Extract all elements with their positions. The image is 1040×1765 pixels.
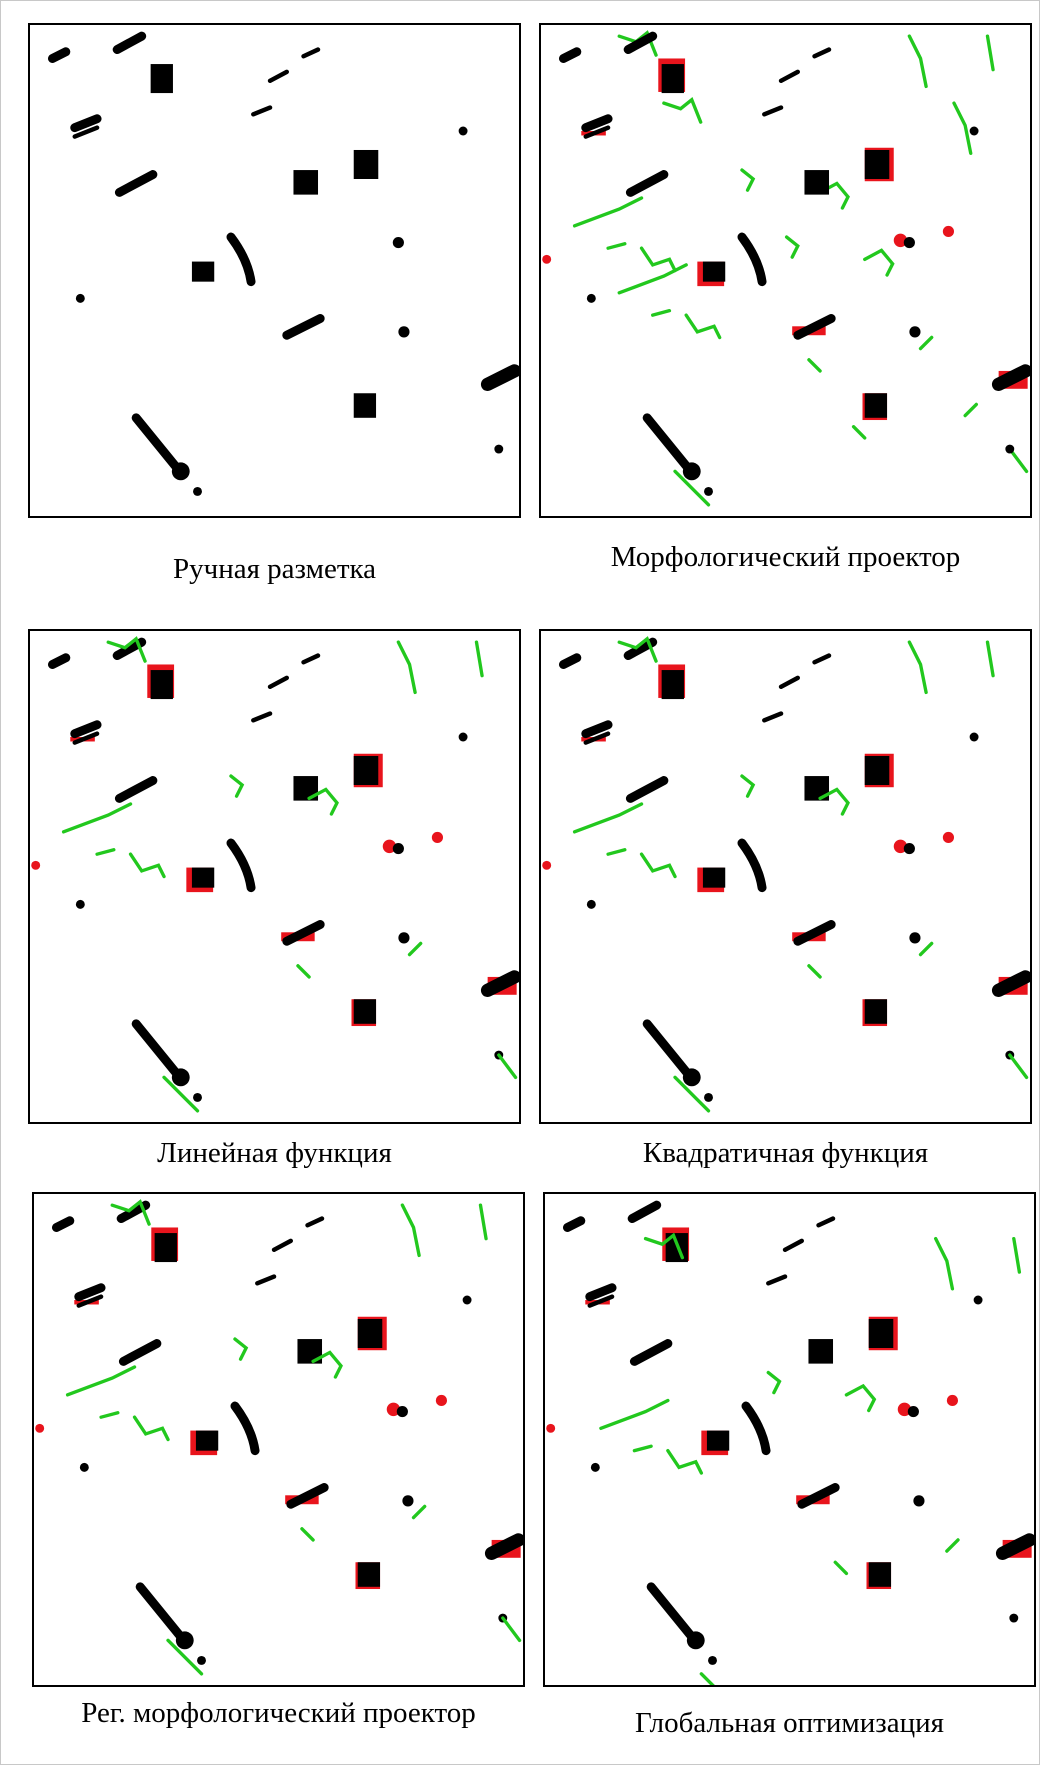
panel-image (539, 629, 1032, 1124)
caption: Глобальная оптимизация (543, 1703, 1036, 1743)
caption: Морфологический проектор (539, 537, 1032, 577)
caption: Квадратичная функция (539, 1133, 1032, 1173)
caption: Ручная разметка (28, 549, 521, 589)
caption: Рег. морфологический проектор (32, 1694, 525, 1732)
figure: Ручная разметка Морфологический проектор… (0, 0, 1040, 1765)
panel-image (32, 1192, 525, 1687)
panel-image (539, 23, 1032, 518)
panel-image (543, 1192, 1036, 1687)
caption: Линейная функция (28, 1133, 521, 1173)
panel-image (28, 629, 521, 1124)
panel-image (28, 23, 521, 518)
